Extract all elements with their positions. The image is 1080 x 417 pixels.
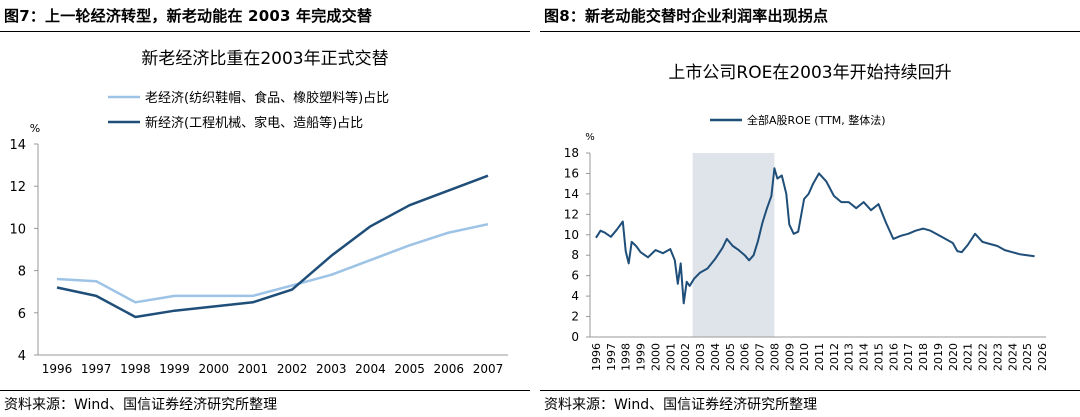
x-tick-label: 1999 (159, 362, 190, 376)
source-rule (0, 390, 530, 391)
x-tick-label: 2019 (932, 343, 945, 371)
x-tick-label: 1997 (605, 343, 618, 371)
x-tick-label: 2003 (694, 343, 707, 371)
x-tick-label: 1998 (120, 362, 151, 376)
x-tick-label: 2016 (887, 343, 900, 371)
x-tick-label: 1999 (635, 343, 648, 371)
y-tick-label: 0 (571, 330, 579, 344)
x-tick-label: 2023 (991, 343, 1004, 371)
y-tick-label: 8 (18, 265, 26, 280)
x-tick-label: 2026 (1036, 343, 1049, 371)
y-axis-unit: % (585, 132, 595, 143)
y-tick-label: 12 (564, 207, 579, 221)
roe-series-line (595, 167, 1035, 305)
x-tick-label: 2007 (473, 362, 504, 376)
y-tick-label: 8 (571, 248, 579, 262)
y-tick-label: 14 (564, 187, 579, 201)
y-axis-unit: % (30, 122, 40, 135)
chart-title: 新老经济比重在2003年正式交替 (141, 49, 388, 69)
x-tick-label: 2015 (873, 343, 886, 371)
x-tick-label: 2001 (664, 343, 677, 371)
legend-label: 新经济(工程机械、家电、造船等)占比 (145, 115, 363, 131)
chart-title: 上市公司ROE在2003年开始持续回升 (668, 63, 951, 83)
left-chart: 新老经济比重在2003年正式交替老经济(纺织鞋帽、食品、橡胶塑料等)占比新经济(… (9, 49, 508, 376)
y-tick-label: 6 (18, 307, 26, 322)
x-tick-label: 2020 (947, 343, 960, 371)
y-tick-label: 10 (564, 228, 579, 242)
x-tick-label: 2021 (962, 343, 975, 371)
y-tick-label: 12 (9, 180, 26, 195)
legend-label: 老经济(纺织鞋帽、食品、橡胶塑料等)占比 (145, 90, 389, 106)
x-tick-label: 2004 (709, 343, 722, 371)
left-source-note: 资料来源：Wind、国信证券经济研究所整理 (4, 397, 278, 413)
x-tick-label: 2004 (355, 362, 386, 376)
x-tick-label: 1996 (42, 362, 73, 376)
x-tick-label: 2003 (316, 362, 347, 376)
x-tick-label: 2018 (917, 343, 930, 371)
x-tick-label: 2000 (650, 343, 663, 371)
x-tick-label: 2001 (238, 362, 269, 376)
x-tick-label: 2000 (198, 362, 229, 376)
y-tick-label: 18 (564, 146, 579, 160)
x-tick-label: 2017 (902, 343, 915, 371)
x-tick-label: 2002 (277, 362, 308, 376)
shaded-period (692, 153, 775, 337)
old-economy-series-line (56, 222, 489, 304)
x-tick-label: 2014 (858, 343, 871, 371)
x-tick-label: 1998 (620, 343, 633, 371)
x-tick-label: 2006 (739, 343, 752, 371)
figure-7-title: 图7：上一轮经济转型，新老动能在 2003 年完成交替 (4, 7, 373, 25)
figure-8-title: 图8：新老动能交替时企业利润率出现拐点 (544, 7, 829, 25)
title-rule (0, 31, 530, 32)
x-tick-label: 2022 (977, 343, 990, 371)
x-tick-label: 2008 (768, 343, 781, 371)
y-tick-label: 10 (9, 222, 26, 237)
y-tick-label: 4 (18, 349, 26, 364)
y-tick-label: 14 (9, 138, 26, 153)
right-source-note: 资料来源：Wind、国信证券经济研究所整理 (544, 397, 818, 413)
left-figure-panel: 图7：上一轮经济转型，新老动能在 2003 年完成交替 新老经济比重在2003年… (0, 0, 530, 417)
x-tick-label: 2009 (783, 343, 796, 371)
x-tick-label: 2007 (754, 343, 767, 371)
title-rule (540, 31, 1080, 32)
x-tick-label: 2006 (434, 362, 465, 376)
x-tick-label: 2013 (843, 343, 856, 371)
source-rule (540, 390, 1080, 391)
x-tick-label: 2005 (394, 362, 425, 376)
x-tick-label: 2024 (1006, 343, 1019, 371)
x-tick-label: 2002 (679, 343, 692, 371)
x-tick-label: 1996 (590, 343, 603, 371)
new-economy-series-line (56, 174, 489, 319)
x-tick-label: 2012 (828, 343, 841, 371)
y-tick-label: 6 (571, 269, 579, 283)
right-figure-panel: 图8：新老动能交替时企业利润率出现拐点 上市公司ROE在2003年开始持续回升全… (540, 0, 1080, 417)
y-tick-label: 16 (564, 166, 579, 180)
y-tick-label: 4 (571, 289, 579, 303)
x-tick-label: 1997 (81, 362, 112, 376)
x-tick-label: 2025 (1021, 343, 1034, 371)
x-tick-label: 2011 (813, 343, 826, 371)
x-tick-label: 2010 (798, 343, 811, 371)
x-tick-label: 2005 (724, 343, 737, 371)
legend-label: 全部A股ROE (TTM, 整体法) (747, 113, 886, 127)
y-tick-label: 2 (571, 310, 579, 324)
